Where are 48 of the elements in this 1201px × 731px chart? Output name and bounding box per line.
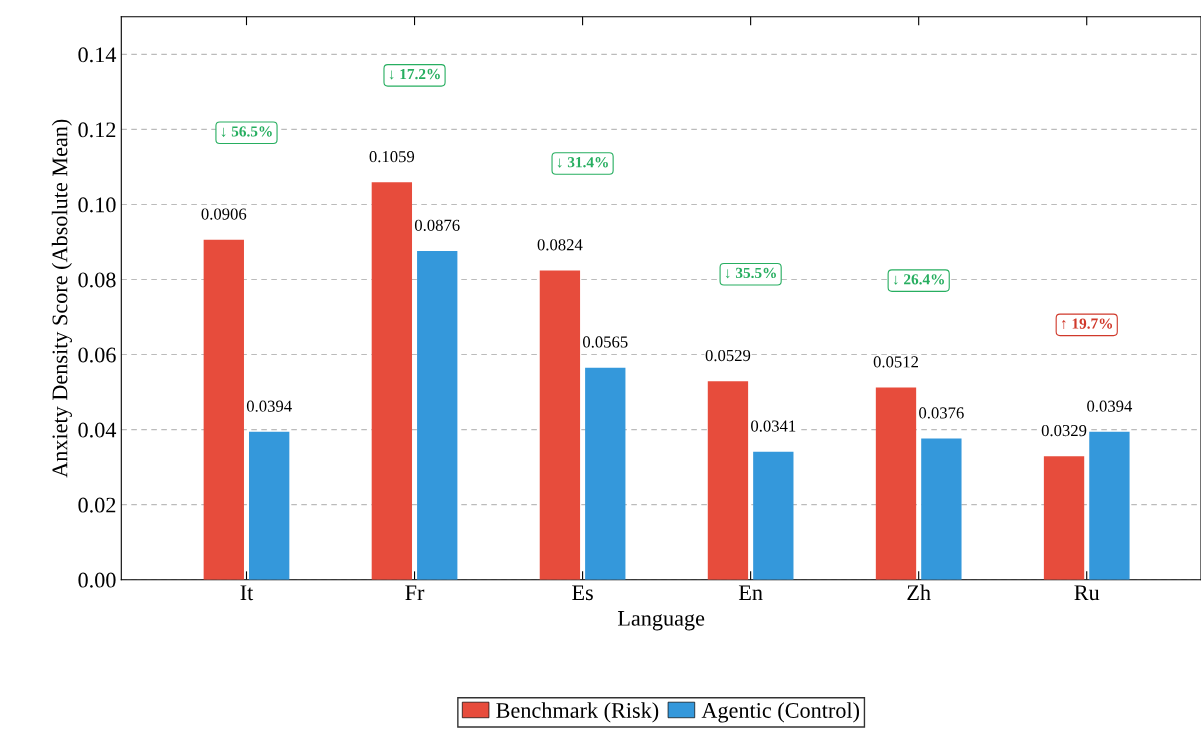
- y-axis-title: Anxiety Density Score (Absolute Mean): [51, 119, 72, 478]
- data-label: 0.0376: [919, 407, 964, 419]
- y-tick-label: 0.10: [78, 197, 116, 213]
- bar: [875, 387, 917, 580]
- data-label: 0.0394: [1087, 400, 1133, 412]
- x-tick-label: En: [738, 585, 763, 600]
- annotation: ↓ 31.4%: [557, 157, 608, 168]
- bar: [417, 250, 458, 580]
- y-tick-label: 0.00: [78, 572, 116, 588]
- annotation: ↑ 19.7%: [1062, 318, 1113, 330]
- y-tick-label: 0.14: [78, 47, 117, 63]
- data-label: 0.0876: [414, 219, 460, 231]
- data-label: 0.0529: [705, 349, 751, 362]
- bar: [585, 367, 626, 580]
- data-label: 0.1059: [369, 151, 415, 163]
- bar: [921, 438, 962, 580]
- legend-label: Agentic (Control): [701, 702, 860, 723]
- x-tick-label: It: [240, 585, 254, 601]
- data-label: 0.0565: [582, 336, 628, 348]
- y-tick-label: 0.06: [78, 347, 116, 363]
- annotation: ↓ 35.5%: [725, 267, 776, 279]
- x-tick-label: Fr: [405, 585, 425, 600]
- x-tick-label: Ru: [1074, 585, 1100, 601]
- bar: [707, 381, 749, 580]
- y-tick-label: 0.12: [78, 122, 116, 138]
- data-label: 0.0906: [201, 208, 247, 220]
- bar: [753, 451, 794, 580]
- bar: [371, 182, 413, 580]
- data-label: 0.0824: [537, 239, 583, 251]
- annotation: ↓ 17.2%: [389, 68, 440, 80]
- y-tick-label: 0.08: [78, 272, 116, 288]
- annotation: ↓ 56.5%: [221, 126, 272, 137]
- bar: [249, 431, 290, 580]
- bar: [1043, 456, 1085, 580]
- data-label: 0.0394: [246, 400, 292, 412]
- bar: [539, 270, 581, 580]
- x-tick-label: Zh: [907, 584, 931, 600]
- data-label: 0.0512: [873, 356, 918, 368]
- bar: [203, 239, 244, 580]
- legend-label: Benchmark (Risk): [496, 702, 659, 723]
- data-label: 0.0329: [1041, 424, 1087, 437]
- bar: [1089, 431, 1130, 580]
- y-tick-label: 0.02: [78, 497, 116, 513]
- y-tick-label: 0.04: [78, 422, 117, 438]
- x-tick-label: Es: [572, 585, 593, 601]
- annotation: ↓ 26.4%: [893, 274, 944, 285]
- x-axis-title: Language: [617, 611, 705, 631]
- data-label: 0.0341: [751, 420, 796, 432]
